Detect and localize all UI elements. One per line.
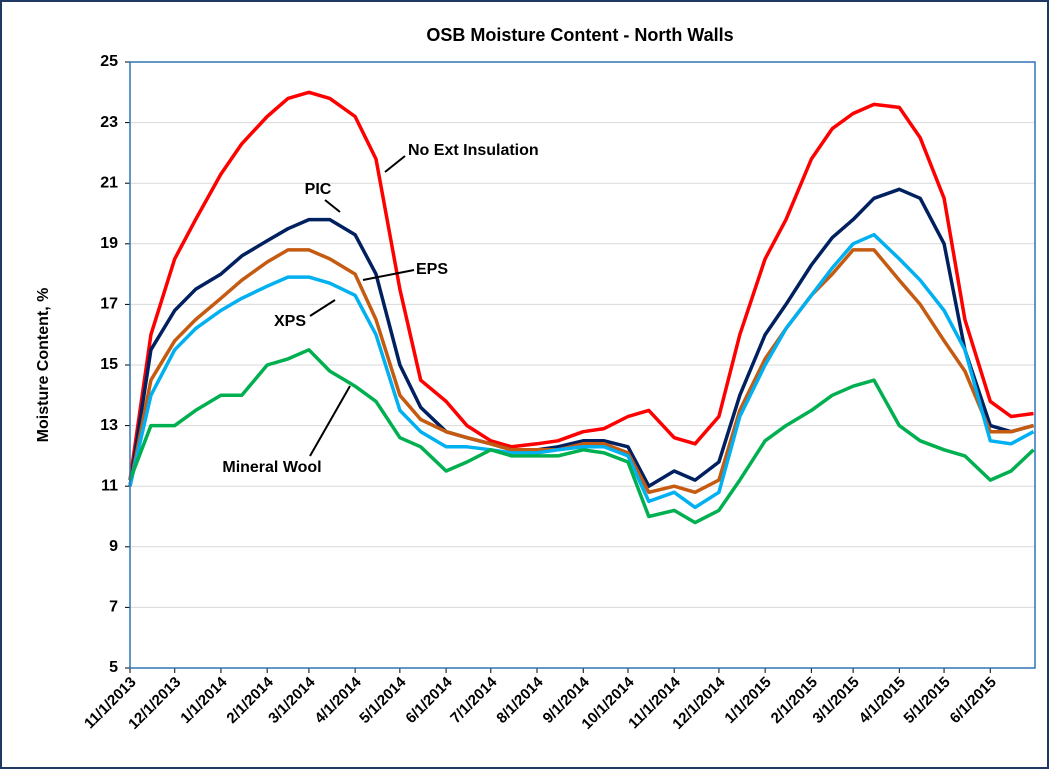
chart-title: OSB Moisture Content - North Walls [426, 25, 733, 45]
y-tick-label: 9 [109, 538, 118, 555]
y-tick-label: 7 [109, 599, 118, 616]
series-line [128, 348, 1035, 525]
y-axis-label: Moisture Content, % [35, 288, 52, 443]
series-annotation: No Ext Insulation [408, 142, 539, 159]
plot-border [129, 61, 1036, 669]
series-line [128, 187, 1034, 488]
series-line [128, 90, 1034, 481]
series-annotation: Mineral Wool [222, 459, 321, 476]
series-annotation: XPS [274, 313, 306, 330]
y-tick-label: 15 [100, 356, 118, 373]
y-tick-label: 23 [100, 114, 118, 131]
plot-lines [128, 90, 1035, 525]
y-tick-label: 11 [101, 477, 118, 494]
y-tick-label: 17 [100, 296, 118, 313]
y-tick-label: 13 [100, 417, 118, 434]
leader-line [309, 299, 336, 317]
series-annotation: EPS [416, 261, 448, 278]
y-tick-label: 25 [100, 53, 118, 70]
y-tick-label: 5 [109, 659, 118, 676]
series-line [128, 248, 1034, 495]
series-line [128, 232, 1035, 510]
leader-line [309, 385, 351, 457]
leader-line [324, 199, 341, 213]
leader-line [362, 269, 415, 281]
annotations: No Ext Insulation PIC EPS XPS Mineral Wo… [222, 142, 538, 476]
series-annotation: PIC [305, 181, 332, 198]
leader-line [384, 155, 406, 173]
y-tick-label: 21 [100, 174, 118, 191]
y-tick-label: 19 [100, 235, 118, 252]
